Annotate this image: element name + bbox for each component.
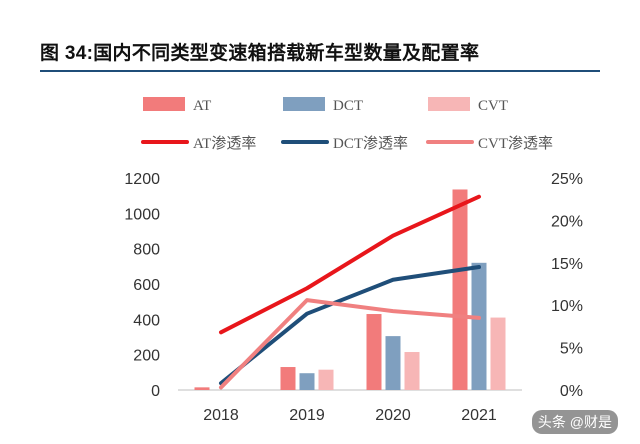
- chart-title: 图 34:国内不同类型变速箱搭载新车型数量及配置率: [40, 43, 480, 64]
- bar-dct-2021: [471, 262, 487, 390]
- bar-cvt-2020: [404, 352, 420, 390]
- x-axis-tick-label: 2020: [375, 407, 411, 424]
- bar-at-2021: [452, 189, 468, 390]
- left-axis-tick-label: 200: [133, 348, 160, 365]
- watermark: 头条 @财是: [531, 410, 618, 434]
- legend: AT DCT CVT AT渗透率 DCT渗透率 CVT渗透率: [141, 97, 553, 152]
- right-axis-tick-label: 0%: [560, 383, 583, 400]
- legend-label: CVT渗透率: [478, 135, 553, 152]
- legend-swatch-at: [143, 97, 185, 111]
- bar-dct-2019: [299, 373, 315, 390]
- left-axis-tick-label: 1200: [124, 171, 160, 188]
- legend-label: DCT: [333, 98, 363, 114]
- line-dct-penetration: [219, 265, 481, 386]
- right-axis-tick-label: 10%: [551, 298, 583, 315]
- x-axis-tick-label: 2018: [203, 407, 239, 424]
- legend-swatch-cvt: [428, 97, 470, 111]
- axes: 0 200 400 600 800 1000 1200 0% 5% 10% 15% 20% 25% 201…: [124, 171, 583, 424]
- legend-swatch-dct: [283, 97, 325, 111]
- left-axis-tick-label: 600: [133, 277, 160, 294]
- left-axis-tick-label: 400: [133, 312, 160, 329]
- line-cvt-penetration: [219, 298, 481, 390]
- bar-cvt-2019: [318, 369, 334, 390]
- right-axis-tick-label: 15%: [551, 256, 583, 273]
- bar-dct-2020: [385, 336, 401, 390]
- title-rule: [40, 70, 600, 72]
- legend-label: CVT: [478, 98, 508, 114]
- bar-at-2018: [194, 387, 210, 390]
- legend-label: AT: [193, 98, 211, 114]
- line-at-penetration: [219, 194, 481, 335]
- lines: [219, 194, 481, 390]
- right-axis-tick-label: 20%: [551, 213, 583, 230]
- x-axis-tick-label: 2019: [289, 407, 325, 424]
- bar-cvt-2021: [490, 317, 506, 390]
- legend-label: DCT渗透率: [333, 135, 408, 152]
- right-axis-tick-label: 25%: [551, 171, 583, 188]
- left-axis-tick-label: 1000: [124, 206, 160, 223]
- bars: [194, 189, 506, 390]
- x-axis-tick-label: 2021: [461, 407, 497, 424]
- left-axis-tick-label: 0: [151, 383, 160, 400]
- bar-at-2020: [366, 314, 382, 390]
- bar-at-2019: [280, 367, 296, 390]
- legend-label: AT渗透率: [193, 135, 256, 152]
- left-axis-tick-label: 800: [133, 242, 160, 259]
- right-axis-tick-label: 5%: [560, 341, 583, 358]
